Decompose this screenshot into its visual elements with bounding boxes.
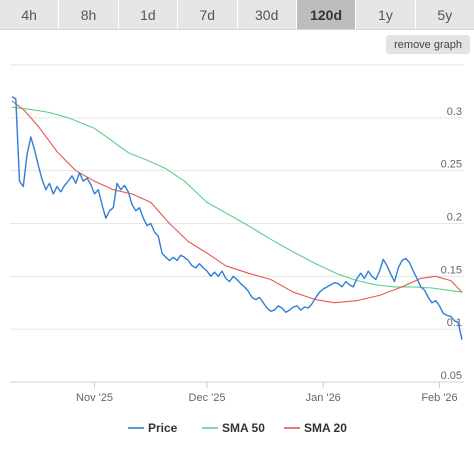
tab-7d[interactable]: 7d	[178, 0, 238, 29]
x-tick-label: Dec '25	[189, 392, 226, 404]
y-tick-label: 0.15	[441, 264, 462, 276]
legend-item-sma-20[interactable]: SMA 20	[284, 421, 347, 435]
x-tick-label: Nov '25	[76, 392, 113, 404]
y-axis-labels: 0.05 0.1 0.15 0.2 0.25 0.3	[441, 106, 462, 382]
chart-legend: Price SMA 50 SMA 20	[128, 421, 347, 435]
series-line-sma-20	[11, 100, 463, 304]
tab-4h[interactable]: 4h	[0, 0, 60, 29]
tab-1y[interactable]: 1y	[356, 0, 416, 29]
legend-label: SMA 50	[222, 421, 265, 435]
tab-120d[interactable]: 120d	[296, 0, 357, 29]
remove-graph-button[interactable]: remove graph	[386, 35, 470, 54]
x-tick-label: Jan '26	[306, 392, 341, 404]
series-line-price	[11, 96, 463, 340]
y-tick-label: 0.25	[441, 159, 462, 171]
y-tick-label: 0.2	[447, 212, 462, 224]
tab-30d[interactable]: 30d	[238, 0, 297, 29]
legend-item-price[interactable]: Price	[128, 421, 178, 435]
tab-1d[interactable]: 1d	[119, 0, 179, 29]
chart-lines	[11, 96, 463, 340]
legend-label: Price	[148, 421, 178, 435]
series-line-sma-50	[11, 106, 463, 293]
tab-5y[interactable]: 5y	[437, 6, 453, 23]
x-axis-labels: Nov '25 Dec '25 Jan '26 Feb '26	[76, 382, 458, 404]
legend-item-sma-50[interactable]: SMA 50	[202, 421, 265, 435]
legend-label: SMA 20	[304, 421, 347, 435]
x-tick-label: Feb '26	[421, 392, 457, 404]
y-tick-label: 0.3	[447, 106, 462, 118]
y-tick-label: 0.1	[447, 317, 462, 329]
timeframe-tabs: 4h 8h 1d 7d 30d 120d 1y 5y	[0, 0, 474, 30]
chart-grid	[10, 64, 464, 383]
y-tick-label: 0.05	[441, 370, 462, 382]
tab-8h[interactable]: 8h	[59, 0, 119, 29]
